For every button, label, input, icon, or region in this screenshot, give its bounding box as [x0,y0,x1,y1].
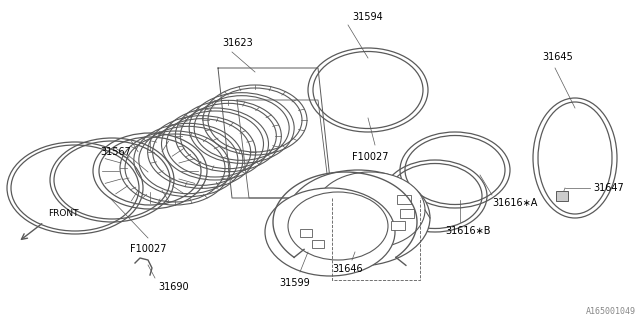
Text: 31567: 31567 [100,147,131,157]
FancyBboxPatch shape [391,221,405,230]
Bar [556,191,568,201]
Ellipse shape [286,170,430,266]
Text: 31616∗A: 31616∗A [492,198,538,208]
FancyBboxPatch shape [300,229,312,237]
Ellipse shape [265,188,395,276]
Text: 31594: 31594 [353,12,383,22]
Text: A165001049: A165001049 [586,307,636,316]
FancyBboxPatch shape [397,195,411,204]
Ellipse shape [288,192,388,260]
Text: 31646: 31646 [333,264,364,274]
Text: 31616∗B: 31616∗B [445,226,490,236]
Text: F10027: F10027 [130,244,166,254]
Text: 31690: 31690 [158,282,189,292]
Ellipse shape [315,172,425,248]
Text: 31599: 31599 [280,278,310,288]
Text: 31645: 31645 [543,52,573,62]
Text: FRONT: FRONT [48,209,79,218]
Text: 31623: 31623 [223,38,253,48]
FancyBboxPatch shape [312,240,324,248]
FancyBboxPatch shape [399,209,413,218]
Text: 31647: 31647 [593,183,624,193]
Text: F10027: F10027 [352,152,388,162]
